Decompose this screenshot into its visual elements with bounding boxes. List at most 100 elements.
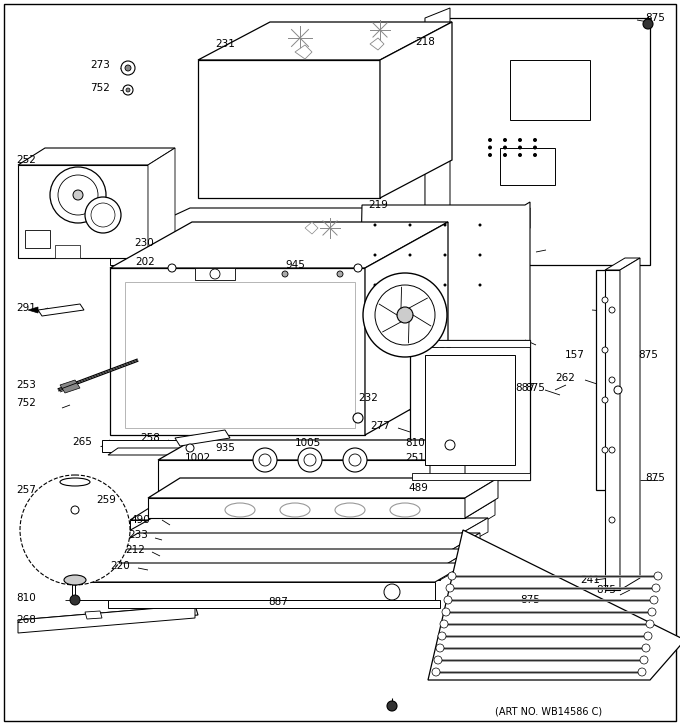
Circle shape — [337, 271, 343, 277]
Polygon shape — [198, 22, 452, 60]
Text: 231: 231 — [215, 39, 235, 49]
Polygon shape — [358, 202, 530, 398]
Circle shape — [121, 61, 135, 75]
Polygon shape — [102, 440, 285, 452]
Circle shape — [20, 475, 130, 585]
Circle shape — [253, 448, 277, 472]
Circle shape — [168, 264, 176, 272]
Polygon shape — [18, 605, 195, 633]
Circle shape — [446, 584, 454, 592]
Circle shape — [349, 454, 361, 466]
Polygon shape — [85, 611, 102, 619]
Polygon shape — [158, 440, 465, 460]
Circle shape — [479, 283, 481, 286]
Polygon shape — [305, 222, 318, 234]
Polygon shape — [55, 245, 80, 258]
Text: 810: 810 — [405, 438, 425, 448]
Text: 887: 887 — [515, 383, 535, 393]
Circle shape — [654, 572, 662, 580]
Circle shape — [652, 584, 660, 592]
Text: 810: 810 — [16, 593, 36, 603]
Text: 268: 268 — [16, 615, 36, 625]
Circle shape — [443, 223, 447, 226]
Text: 752: 752 — [90, 83, 110, 93]
Polygon shape — [380, 22, 452, 198]
Circle shape — [445, 440, 455, 450]
Circle shape — [602, 347, 608, 353]
Circle shape — [533, 138, 537, 142]
Circle shape — [91, 203, 115, 227]
Text: 752: 752 — [16, 398, 36, 408]
Polygon shape — [425, 355, 515, 465]
Polygon shape — [428, 530, 680, 680]
Text: 291: 291 — [16, 303, 36, 313]
Text: 219: 219 — [368, 200, 388, 210]
Circle shape — [488, 138, 492, 142]
Circle shape — [518, 146, 522, 149]
Polygon shape — [148, 498, 465, 518]
Circle shape — [614, 386, 622, 394]
Circle shape — [602, 447, 608, 453]
Polygon shape — [365, 222, 448, 435]
Polygon shape — [615, 260, 625, 490]
Circle shape — [503, 153, 507, 157]
Polygon shape — [510, 60, 590, 120]
Circle shape — [73, 190, 83, 200]
Text: 277: 277 — [370, 421, 390, 431]
Circle shape — [409, 283, 411, 286]
Polygon shape — [110, 245, 450, 265]
Polygon shape — [158, 460, 430, 495]
Text: 232: 232 — [358, 393, 378, 403]
Polygon shape — [175, 430, 230, 446]
Circle shape — [298, 448, 322, 472]
Circle shape — [373, 254, 377, 257]
Polygon shape — [500, 148, 555, 185]
Text: 223: 223 — [488, 377, 508, 387]
Circle shape — [488, 146, 492, 149]
Polygon shape — [108, 552, 448, 566]
Polygon shape — [110, 268, 365, 435]
Circle shape — [533, 153, 537, 157]
Circle shape — [409, 254, 411, 257]
Circle shape — [643, 19, 653, 29]
Ellipse shape — [280, 503, 310, 517]
Polygon shape — [110, 208, 530, 245]
Polygon shape — [455, 518, 488, 550]
Circle shape — [397, 307, 413, 323]
Circle shape — [638, 668, 646, 676]
Polygon shape — [148, 148, 175, 258]
Text: 534: 534 — [495, 355, 515, 365]
Text: 157: 157 — [565, 350, 585, 360]
Circle shape — [125, 65, 131, 71]
Circle shape — [71, 506, 79, 514]
Polygon shape — [130, 500, 495, 520]
Polygon shape — [596, 270, 615, 490]
Polygon shape — [18, 165, 148, 258]
Circle shape — [434, 656, 442, 664]
Polygon shape — [118, 537, 455, 550]
Circle shape — [602, 297, 608, 303]
Circle shape — [602, 397, 608, 403]
Polygon shape — [4, 4, 676, 721]
Polygon shape — [148, 478, 498, 498]
Circle shape — [648, 608, 656, 616]
Text: 935: 935 — [215, 443, 235, 453]
Polygon shape — [118, 518, 488, 537]
Text: 133: 133 — [134, 283, 154, 293]
Text: 875: 875 — [525, 383, 545, 393]
Polygon shape — [95, 568, 440, 580]
Ellipse shape — [64, 575, 86, 585]
Text: 490: 490 — [130, 515, 150, 525]
Text: 809: 809 — [220, 411, 240, 421]
Polygon shape — [108, 600, 440, 608]
Circle shape — [363, 273, 447, 357]
Circle shape — [438, 632, 446, 640]
Circle shape — [609, 377, 615, 383]
Text: 489: 489 — [408, 483, 428, 493]
Circle shape — [85, 197, 121, 233]
Polygon shape — [38, 304, 84, 316]
Text: 257: 257 — [16, 485, 36, 495]
Circle shape — [409, 223, 411, 226]
Polygon shape — [412, 473, 530, 480]
Text: 253: 253 — [16, 380, 36, 390]
